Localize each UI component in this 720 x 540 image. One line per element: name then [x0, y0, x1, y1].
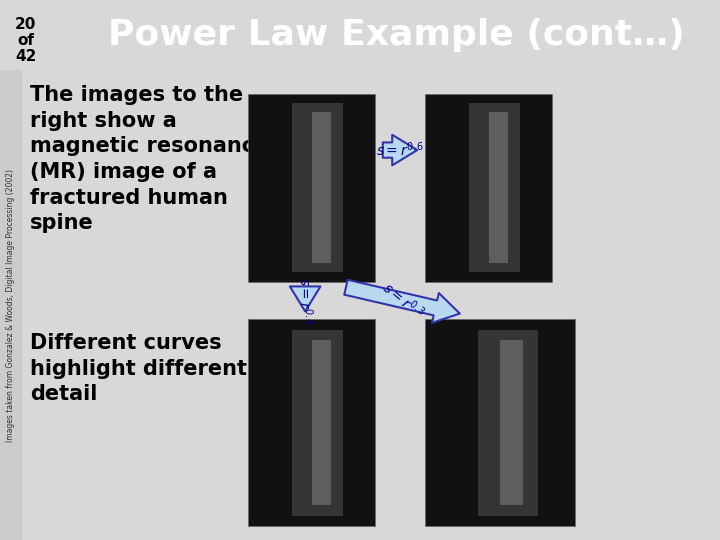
Text: $\mathit{s} = \mathit{r}^{0.3}$: $\mathit{s} = \mathit{r}^{0.3}$ — [379, 278, 427, 323]
Bar — [312, 340, 330, 505]
FancyArrowPatch shape — [290, 286, 320, 312]
Text: $\mathit{s} = \mathit{r}^{0.4}$: $\mathit{s} = \mathit{r}^{0.4}$ — [296, 276, 315, 324]
Text: Power Law Example (cont…): Power Law Example (cont…) — [107, 18, 685, 52]
Text: The images to the
right show a
magnetic resonance
(MR) image of a
fractured huma: The images to the right show a magnetic … — [30, 85, 269, 233]
Bar — [477, 329, 538, 516]
Bar — [469, 103, 521, 272]
FancyArrowPatch shape — [344, 280, 460, 323]
FancyArrowPatch shape — [383, 135, 417, 165]
Bar — [292, 329, 343, 516]
Bar — [488, 112, 508, 263]
Bar — [425, 93, 552, 281]
Text: 42: 42 — [15, 49, 37, 64]
Text: $\mathit{s} = \mathit{r}^{0.6}$: $\mathit{s} = \mathit{r}^{0.6}$ — [377, 141, 424, 159]
Text: of: of — [17, 33, 35, 48]
Text: Different curves
highlight different
detail: Different curves highlight different det… — [30, 333, 247, 404]
Bar — [292, 103, 343, 272]
Bar — [425, 319, 575, 526]
Text: 20: 20 — [15, 17, 37, 32]
Bar — [248, 319, 375, 526]
Bar — [0, 70, 22, 540]
Bar — [248, 93, 375, 281]
Bar — [500, 340, 523, 505]
Text: Images taken from Gonzalez & Woods, Digital Image Processing (2002): Images taken from Gonzalez & Woods, Digi… — [6, 168, 16, 442]
Bar — [312, 112, 330, 263]
